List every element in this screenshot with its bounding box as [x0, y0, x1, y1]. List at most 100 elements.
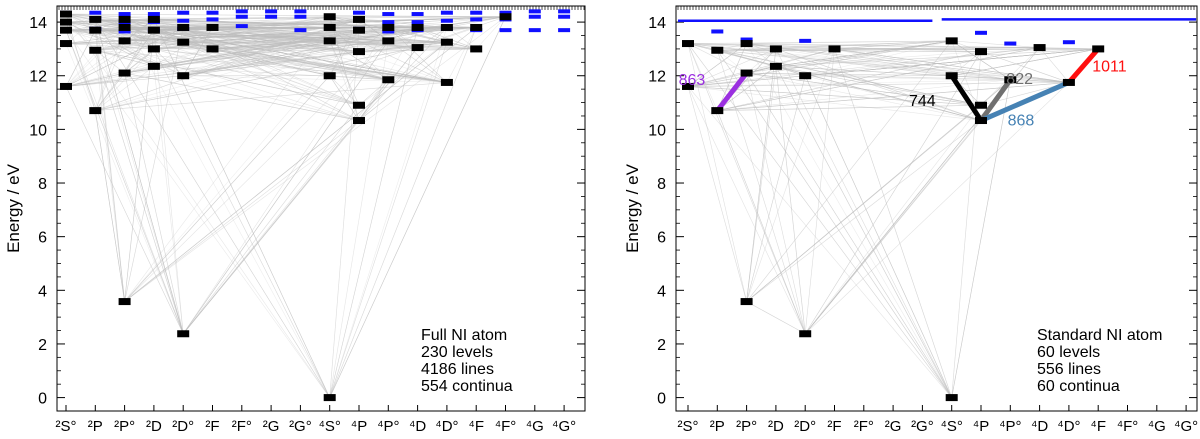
transition-line: [153, 48, 184, 76]
transition-line: [687, 43, 952, 398]
continuum-level: [528, 14, 541, 19]
x-tick-label: ⁴P: [973, 418, 989, 435]
annotation-line: Full NI atom: [421, 327, 507, 344]
x-tick-label: ⁴P°: [999, 418, 1021, 435]
energy-level: [499, 13, 512, 21]
transition-line: [329, 75, 389, 81]
transition-line: [746, 43, 1040, 48]
energy-level: [975, 101, 987, 109]
transition-line: [358, 27, 477, 121]
transition-line: [65, 27, 125, 87]
transition-line: [746, 72, 982, 121]
transition-line: [329, 75, 360, 121]
transition-line: [65, 19, 360, 87]
energy-level: [828, 45, 841, 53]
energy-level: [470, 45, 483, 53]
transition-line: [775, 66, 806, 334]
x-tick-label: ²G°: [289, 418, 312, 435]
transition-line: [687, 86, 952, 398]
transition-line: [717, 66, 777, 111]
transition-line: [834, 47, 1040, 50]
continuum-level: [499, 28, 512, 33]
transition-line: [95, 19, 125, 302]
energy-level: [711, 107, 724, 115]
transition-line: [95, 30, 125, 302]
continuum-level: [499, 10, 512, 15]
x-tick-label: ²P: [710, 418, 725, 435]
transition-line: [153, 47, 418, 50]
transition-line: [65, 29, 330, 398]
transition-line: [358, 19, 389, 42]
x-tick-label: ²P: [88, 418, 103, 435]
transition-line: [951, 40, 1040, 48]
transition-line: [388, 27, 448, 83]
transition-line: [153, 19, 418, 28]
transition-line: [775, 48, 952, 398]
energy-level: [1033, 44, 1046, 52]
transition-line: [358, 51, 389, 80]
transition-line: [746, 75, 806, 302]
transition-line: [980, 51, 1069, 83]
continuum-level: [177, 10, 190, 15]
energy-level: [740, 40, 753, 48]
transition-line: [775, 66, 952, 398]
transition-line: [805, 75, 1011, 81]
transition-line: [182, 47, 418, 334]
transition-line: [687, 43, 776, 50]
transition-line: [717, 49, 982, 121]
transition-line: [65, 21, 155, 67]
continuum-level: [470, 17, 483, 22]
x-tick-label: ⁴G°: [1174, 418, 1198, 435]
transition-line: [746, 48, 777, 74]
continuum-level: [235, 24, 248, 29]
transition-line: [687, 43, 1099, 50]
continuum-level: [1004, 41, 1017, 46]
transition-line: [746, 66, 777, 302]
x-tick-label: ⁴D°: [435, 418, 458, 435]
y-tick-label: 8: [657, 176, 666, 193]
energy-level: [440, 78, 453, 86]
energy-level: [799, 330, 812, 338]
y-axis-label: Energy / eV: [623, 163, 642, 252]
transition-line: [65, 29, 155, 87]
transition-line: [804, 82, 1070, 334]
x-tick-label: ²F°: [854, 418, 874, 435]
transition-line: [717, 104, 982, 111]
transition-line: [212, 41, 447, 50]
x-tick-label: ⁴F°: [1117, 418, 1139, 435]
transition-line: [124, 29, 360, 302]
energy-level: [206, 23, 219, 31]
transition-line: [834, 48, 1069, 83]
energy-level: [147, 15, 160, 23]
transition-line: [417, 27, 477, 48]
energy-level: [411, 44, 424, 52]
transition-line: [717, 47, 1040, 111]
transition-line: [65, 21, 184, 334]
x-tick-label: ²P°: [736, 418, 757, 435]
transition-line: [687, 43, 806, 334]
continuum-level: [799, 38, 812, 43]
x-tick-label: ²G: [885, 418, 902, 435]
transition-line: [329, 30, 360, 398]
transition-line: [951, 48, 1099, 77]
y-tick-label: 10: [648, 122, 666, 139]
transition-line: [687, 43, 718, 111]
transition-line: [687, 48, 835, 87]
continuum-level: [294, 9, 307, 14]
transition-line: [65, 13, 330, 398]
energy-level: [89, 15, 102, 23]
energy-level: [118, 15, 131, 23]
energy-level: [440, 38, 453, 46]
annotation-line: Standard NI atom: [1037, 327, 1162, 344]
transition-line: [717, 104, 982, 111]
x-tick-label: ⁴F: [468, 418, 484, 435]
transition-line: [687, 86, 806, 334]
transition-line: [746, 72, 806, 334]
transition-line: [124, 19, 213, 50]
transition-line: [65, 41, 447, 87]
transition-line: [65, 16, 330, 23]
transition-line: [717, 50, 747, 74]
energy-level: [353, 117, 365, 125]
transition-line: [834, 48, 952, 398]
transition-line: [153, 30, 184, 334]
